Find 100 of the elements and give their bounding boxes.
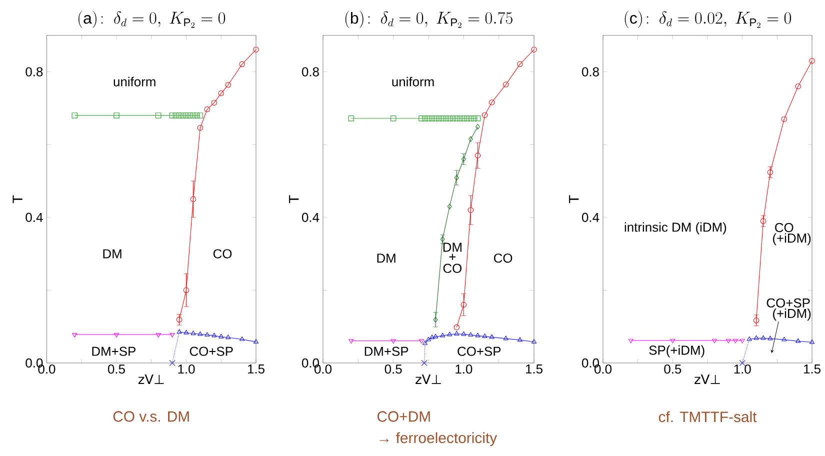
x-tick-label: 1.0 xyxy=(178,364,195,374)
point xyxy=(446,115,453,122)
point xyxy=(198,331,203,336)
point xyxy=(184,330,189,334)
point xyxy=(114,332,120,338)
point xyxy=(443,115,449,122)
y-axis-title: T xyxy=(289,195,299,204)
point xyxy=(348,115,354,122)
x-tick-label: 1.5 xyxy=(804,364,820,374)
annotation: intrinsic DM (iDM) xyxy=(624,222,726,234)
point xyxy=(454,330,460,336)
point xyxy=(809,58,815,64)
point xyxy=(461,156,466,162)
y-axis-title: T xyxy=(12,195,22,204)
annotation: CO xyxy=(213,249,232,258)
point xyxy=(482,334,488,338)
annotation: uniform xyxy=(392,76,434,86)
point xyxy=(432,115,438,122)
point xyxy=(489,334,494,339)
point xyxy=(768,336,773,340)
point xyxy=(183,112,190,118)
point xyxy=(190,112,196,118)
x-tick-label: 1.0 xyxy=(734,364,751,374)
annotation: DM xyxy=(103,249,122,258)
point xyxy=(176,316,182,323)
point xyxy=(390,115,396,122)
point xyxy=(421,360,428,366)
point xyxy=(454,115,460,122)
point xyxy=(447,332,452,336)
point xyxy=(429,115,435,122)
annotation: SP(+iDM) xyxy=(649,345,704,358)
point xyxy=(390,339,396,344)
point xyxy=(460,115,467,122)
point xyxy=(253,46,259,52)
point xyxy=(760,218,766,224)
point xyxy=(454,324,460,330)
point xyxy=(474,152,481,158)
point xyxy=(732,338,738,344)
text: → ferroelectoricity xyxy=(380,432,498,446)
x-tick-label: 0.5 xyxy=(108,364,125,374)
point xyxy=(204,332,210,337)
point xyxy=(447,204,452,210)
y-tick-label: 0.4 xyxy=(582,212,600,222)
point xyxy=(517,337,522,342)
point xyxy=(186,112,193,118)
point xyxy=(422,115,428,122)
annotation: DM xyxy=(443,242,462,252)
point xyxy=(176,112,182,118)
x-axis-title: zV⊥ xyxy=(138,374,164,384)
point xyxy=(176,329,182,334)
point xyxy=(204,106,210,112)
point xyxy=(72,112,78,118)
point xyxy=(418,115,424,122)
point xyxy=(156,332,161,338)
point xyxy=(348,339,354,344)
point xyxy=(461,331,466,336)
y-tick-label: 0.4 xyxy=(26,212,43,222)
point xyxy=(753,317,760,324)
annotation: (+iDM) xyxy=(773,308,811,321)
annotation: uniform xyxy=(114,76,156,86)
point xyxy=(454,174,459,181)
point xyxy=(726,338,731,344)
point xyxy=(809,339,815,344)
annotation: CO xyxy=(443,264,462,273)
y-tick-label: 0.8 xyxy=(26,67,43,76)
point xyxy=(460,302,467,308)
x-tick-label: 1.0 xyxy=(456,364,472,374)
point xyxy=(426,115,432,122)
x-tick-label: 0.5 xyxy=(384,364,402,374)
point xyxy=(240,336,245,341)
point xyxy=(781,116,788,122)
point xyxy=(475,332,480,338)
point xyxy=(531,338,537,344)
point xyxy=(796,338,801,343)
point xyxy=(795,83,801,90)
point xyxy=(468,115,474,122)
point xyxy=(767,169,774,176)
point xyxy=(253,338,259,344)
x-tick-label: 0.5 xyxy=(664,364,682,374)
point xyxy=(468,136,473,142)
point xyxy=(169,112,176,118)
point xyxy=(754,335,759,340)
annotation: CO+SP xyxy=(766,298,810,308)
point xyxy=(426,336,432,342)
annotation: CO+SP xyxy=(458,346,501,356)
point xyxy=(712,338,718,344)
point xyxy=(531,46,537,52)
point xyxy=(782,336,787,342)
annotation: CO xyxy=(494,254,512,263)
annotation: CO+SP xyxy=(190,346,233,356)
point xyxy=(468,207,474,214)
chart-title: $\mathrm{(c)}\!:\ \delta_d = 0.02,\ K_{\mathrm{P}_2} = 0$ xyxy=(624,10,792,28)
point xyxy=(429,334,435,340)
point xyxy=(218,334,224,338)
point xyxy=(457,115,464,122)
point xyxy=(436,115,442,122)
y-axis-title: T xyxy=(569,195,579,204)
x-axis-title: zV⊥ xyxy=(416,374,441,384)
point xyxy=(226,334,231,340)
point xyxy=(211,100,218,106)
